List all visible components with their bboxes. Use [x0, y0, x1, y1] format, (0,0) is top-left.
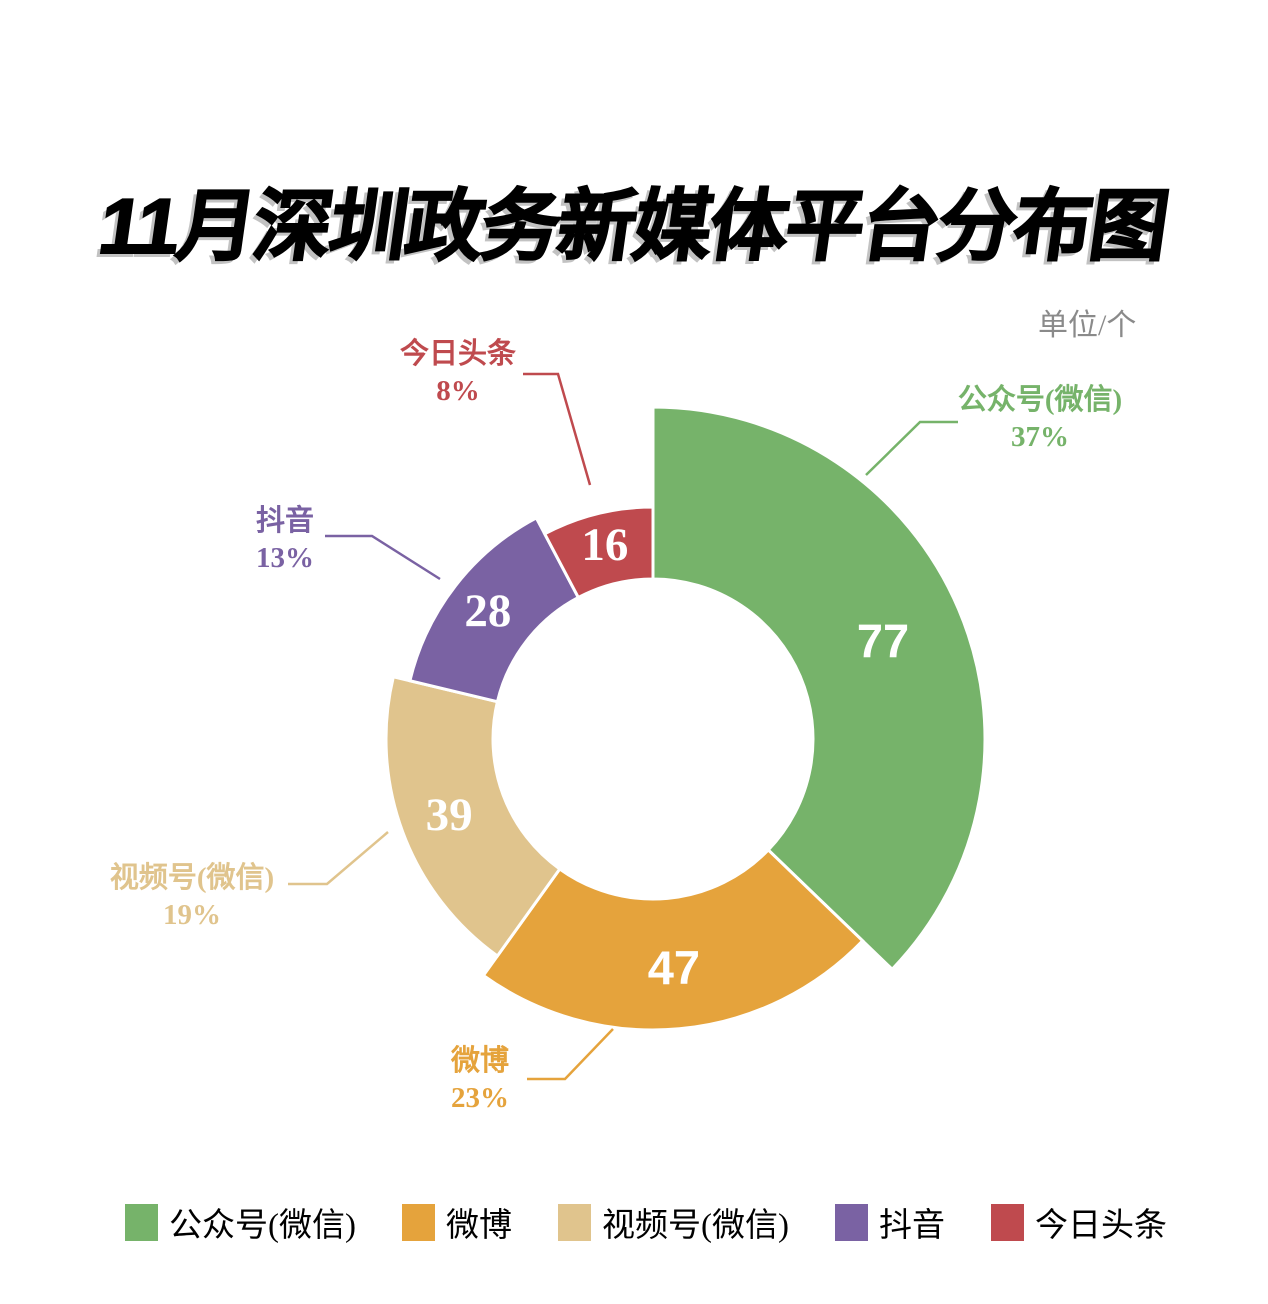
pie-sector-3 [408, 515, 581, 704]
unit-label: 单位/个 [1038, 309, 1137, 342]
pie-sector-1 [481, 847, 865, 1032]
callout-label-weibo: 微博 23% [380, 1043, 580, 1117]
legend-swatch-icon [125, 1203, 158, 1241]
legend-label: 抖音 [878, 1208, 945, 1244]
callout-percent: 8% [436, 375, 480, 407]
pie-sectors [384, 405, 987, 1032]
legend-swatch-icon [401, 1203, 435, 1241]
legend-swatch-icon [557, 1203, 591, 1241]
callout-name: 微博 [450, 1045, 509, 1077]
slice-value-4: 16 [581, 519, 628, 571]
leader-line-2 [288, 831, 389, 886]
callout-name: 今日头条 [399, 338, 516, 370]
callout-label-shipinhao: 视频号(微信) 19% [92, 860, 292, 934]
pie-sector-0 [651, 405, 987, 972]
legend-label: 今日头条 [1034, 1208, 1167, 1244]
slice-value-0: 77 [857, 615, 909, 668]
legend-item-gongzhonghao: 公众号(微信) [125, 1198, 356, 1246]
leader-line-1 [527, 1028, 614, 1081]
pie-sector-4 [542, 505, 655, 600]
legend-item-shipinhao: 视频号(微信) [557, 1198, 789, 1246]
leader-line-4 [523, 372, 592, 486]
callout-label-gongzhonghao: 公众号(微信) 37% [940, 382, 1140, 456]
legend-label: 视频号(微信) [601, 1208, 789, 1244]
slice-value-3: 28 [464, 585, 511, 637]
slice-value-2: 39 [426, 789, 473, 841]
leader-line-0 [865, 420, 958, 476]
leader-lines [288, 372, 958, 1081]
legend: 公众号(微信) 微博 视频号(微信) 抖音 今日头条 [125, 1198, 1167, 1246]
legend-item-toutiao: 今日头条 [990, 1198, 1167, 1246]
callout-label-douyin: 抖音 13% [185, 503, 385, 577]
legend-item-douyin: 抖音 [834, 1198, 945, 1246]
callout-name: 公众号(微信) [957, 384, 1123, 416]
legend-item-weibo: 微博 [401, 1198, 512, 1246]
legend-swatch-icon [834, 1203, 868, 1241]
legend-label: 公众号(微信) [169, 1208, 356, 1244]
slice-value-labels: 77 47 39 28 16 [426, 519, 910, 994]
legend-swatch-icon [990, 1203, 1024, 1241]
slice-value-1: 47 [648, 941, 700, 994]
callout-percent: 13% [256, 542, 314, 574]
callout-percent: 37% [1011, 421, 1069, 453]
callout-percent: 23% [451, 1082, 509, 1114]
leader-line-3 [325, 534, 441, 581]
callout-label-toutiao: 今日头条 8% [358, 336, 558, 410]
legend-label: 微博 [445, 1208, 512, 1244]
pie-sector-2 [384, 674, 562, 959]
callout-name: 抖音 [255, 505, 314, 537]
callout-name: 视频号(微信) [109, 862, 275, 894]
callout-percent: 19% [163, 899, 221, 931]
